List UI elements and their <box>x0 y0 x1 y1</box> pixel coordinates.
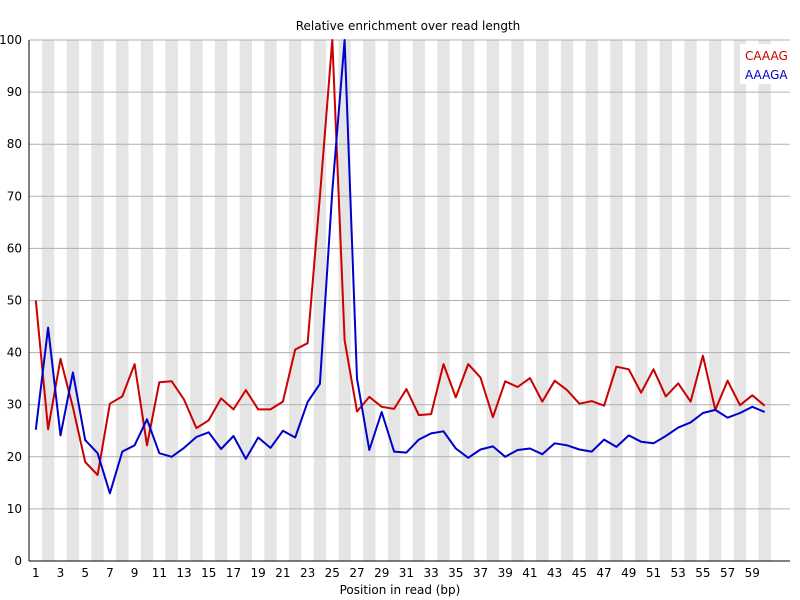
chart-title: Relative enrichment over read length <box>296 19 521 33</box>
x-tick-label: 15 <box>201 566 216 580</box>
y-tick-label: 70 <box>7 189 22 203</box>
x-tick-label: 7 <box>106 566 114 580</box>
y-tick-label: 90 <box>7 85 22 99</box>
x-tick-label: 3 <box>57 566 65 580</box>
x-tick-label: 11 <box>152 566 167 580</box>
x-tick-label: 29 <box>374 566 389 580</box>
legend-entry: AAAGA <box>745 68 788 82</box>
x-tick-label: 21 <box>275 566 290 580</box>
y-tick-label: 0 <box>14 554 22 568</box>
x-tick-label: 27 <box>349 566 364 580</box>
series-lines <box>34 39 766 495</box>
x-tick-label: 45 <box>572 566 587 580</box>
y-tick-label: 40 <box>7 346 22 360</box>
x-tick-label: 5 <box>81 566 89 580</box>
x-tick-label: 19 <box>251 566 266 580</box>
legend-box <box>740 44 790 84</box>
x-tick-label: 17 <box>226 566 241 580</box>
x-tick-label: 55 <box>695 566 710 580</box>
x-tick-label: 13 <box>176 566 191 580</box>
series-line-caaag <box>34 39 766 476</box>
y-tick-label: 10 <box>7 502 22 516</box>
x-tick-label: 53 <box>671 566 686 580</box>
x-tick-label: 41 <box>522 566 537 580</box>
y-tick-label: 20 <box>7 450 22 464</box>
x-tick-label: 35 <box>448 566 463 580</box>
x-tick-label: 51 <box>646 566 661 580</box>
x-tick-label: 39 <box>498 566 513 580</box>
x-tick-label: 59 <box>745 566 760 580</box>
x-tick-label: 1 <box>32 566 40 580</box>
x-tick-label: 43 <box>547 566 562 580</box>
x-tick-label: 23 <box>300 566 315 580</box>
x-tick-label: 49 <box>621 566 636 580</box>
y-tick-label: 80 <box>7 137 22 151</box>
y-tick-label: 100 <box>0 33 22 47</box>
chart-legend: CAAAG AAAGA <box>740 44 790 84</box>
x-tick-label: 33 <box>423 566 438 580</box>
x-tick-label: 25 <box>325 566 340 580</box>
x-tick-label: 31 <box>399 566 414 580</box>
x-tick-label: 57 <box>720 566 735 580</box>
y-tick-label: 60 <box>7 241 22 255</box>
y-tick-label: 30 <box>7 398 22 412</box>
series-line-aaaga <box>34 39 766 495</box>
legend-entry: CAAAG <box>745 49 788 63</box>
y-tick-label: 50 <box>7 294 22 308</box>
x-axis-ticks: 1 3 5 7 9 11 13 15 17 19 21 23 25 27 29 31 33 35 37 39 41 43 4… <box>32 566 760 580</box>
x-axis-label: Position in read (bp) <box>340 583 461 597</box>
x-tick-label: 47 <box>596 566 611 580</box>
x-tick-label: 9 <box>131 566 139 580</box>
x-tick-label: 37 <box>473 566 488 580</box>
